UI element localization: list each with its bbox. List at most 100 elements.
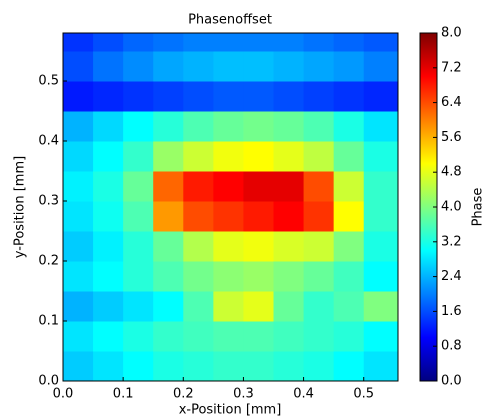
heatmap-cell: [213, 33, 244, 52]
heatmap-cell: [303, 291, 335, 322]
heatmap-cell: [273, 201, 305, 232]
heatmap-cell: [363, 321, 395, 352]
y-tick-label: 0.0: [38, 374, 59, 389]
heatmap-cell: [63, 81, 94, 112]
heatmap-cell: [63, 171, 94, 202]
heatmap-cell: [183, 201, 214, 232]
heatmap-cell: [363, 231, 395, 262]
heatmap-cell: [333, 111, 365, 142]
y-axis-label: y-Position [mm]: [13, 156, 28, 258]
x-tick-label: 0.1: [113, 387, 134, 402]
heatmap-cell: [333, 81, 365, 112]
heatmap-cell: [303, 201, 335, 232]
heatmap-cell: [123, 171, 154, 202]
heatmap-cell: [123, 261, 154, 292]
heatmap-cell: [153, 321, 184, 352]
heatmap-cell: [333, 141, 365, 172]
heatmap-cell: [393, 351, 398, 381]
x-tick-label: 0.2: [173, 387, 194, 402]
heatmap-cell: [93, 33, 124, 52]
heatmap-cell: [153, 81, 184, 112]
heatmap-cell: [183, 291, 214, 322]
y-tick-label: 0.5: [38, 74, 59, 89]
heatmap-cell: [183, 321, 214, 352]
heatmap-cell: [363, 81, 395, 112]
colorbar-tick-label: 0.8: [441, 339, 462, 354]
heatmap-cell: [303, 231, 335, 262]
heatmap-cell: [363, 201, 395, 232]
heatmap-cell: [333, 231, 365, 262]
heatmap-cell: [243, 33, 275, 52]
heatmap-cell: [333, 201, 365, 232]
heatmap-cell: [213, 81, 244, 112]
colorbar-label: Phase: [471, 188, 486, 227]
heatmap-cell: [393, 141, 398, 172]
colorbar-tick-label: 5.6: [441, 130, 462, 145]
heatmap-cell: [213, 231, 244, 262]
heatmap-cell: [63, 351, 94, 381]
heatmap-cell: [243, 231, 275, 262]
heatmap-cell: [213, 141, 244, 172]
heatmap-cell: [93, 201, 124, 232]
heatmap-cell: [303, 171, 335, 202]
heatmap-cell: [93, 351, 124, 381]
heatmap-cell: [213, 261, 244, 292]
heatmap-cell: [153, 201, 184, 232]
heatmap-cell: [393, 51, 398, 82]
heatmap-cell: [273, 321, 305, 352]
heatmap-cell: [333, 351, 365, 381]
colorbar-tick-label: 4.0: [441, 200, 462, 215]
heatmap-cell: [93, 81, 124, 112]
x-axis-label: x-Position [mm]: [179, 403, 282, 418]
heatmap-cell: [393, 261, 398, 292]
heatmap-cell: [243, 51, 275, 82]
heatmap-cell: [93, 141, 124, 172]
heatmap-cell: [123, 231, 154, 262]
heatmap-cell: [213, 111, 244, 142]
heatmap-cell: [243, 171, 275, 202]
heatmap-cell: [303, 81, 335, 112]
heatmap-cell: [243, 111, 275, 142]
heatmap-cell: [393, 81, 398, 112]
heatmap-cell: [303, 33, 335, 52]
colorbar-tick-label: 3.2: [441, 234, 462, 249]
heatmap-cell: [93, 261, 124, 292]
heatmap-cell: [183, 351, 214, 381]
heatmap-cell: [153, 261, 184, 292]
heatmap-cell: [213, 201, 244, 232]
y-tick-label: 0.4: [38, 134, 59, 149]
heatmap-cell: [93, 111, 124, 142]
chart-title: Phasenoffset: [188, 13, 272, 28]
heatmap-cell: [363, 171, 395, 202]
heatmap-cell: [63, 201, 94, 232]
heatmap-cell: [93, 171, 124, 202]
plot-frame: [62, 32, 399, 382]
heatmap-cell: [183, 51, 214, 82]
heatmap-cell: [303, 351, 335, 381]
heatmap-cell: [243, 291, 275, 322]
y-tick-label: 0.1: [38, 314, 59, 329]
heatmap-cell: [303, 111, 335, 142]
heatmap-cell: [393, 33, 398, 52]
heatmap-cell: [273, 171, 305, 202]
colorbar-tick-label: 4.8: [441, 165, 462, 180]
heatmap-cell: [183, 171, 214, 202]
heatmap-cell: [123, 141, 154, 172]
heatmap-cell: [213, 171, 244, 202]
heatmap-cell: [363, 141, 395, 172]
heatmap-cell: [153, 231, 184, 262]
heatmap-cell: [63, 33, 94, 52]
heatmap-cell: [153, 291, 184, 322]
heatmap-cell: [93, 321, 124, 352]
heatmap-cell: [123, 201, 154, 232]
heatmap-cell: [63, 321, 94, 352]
heatmap-cell: [273, 351, 305, 381]
heatmap-cell: [123, 51, 154, 82]
heatmap-cell: [63, 231, 94, 262]
heatmap-cell: [213, 51, 244, 82]
heatmap-cell: [153, 33, 184, 52]
heatmap-cell: [393, 321, 398, 352]
heatmap-cell: [183, 141, 214, 172]
heatmap-cell: [273, 51, 305, 82]
x-tick-label: 0.3: [233, 387, 254, 402]
